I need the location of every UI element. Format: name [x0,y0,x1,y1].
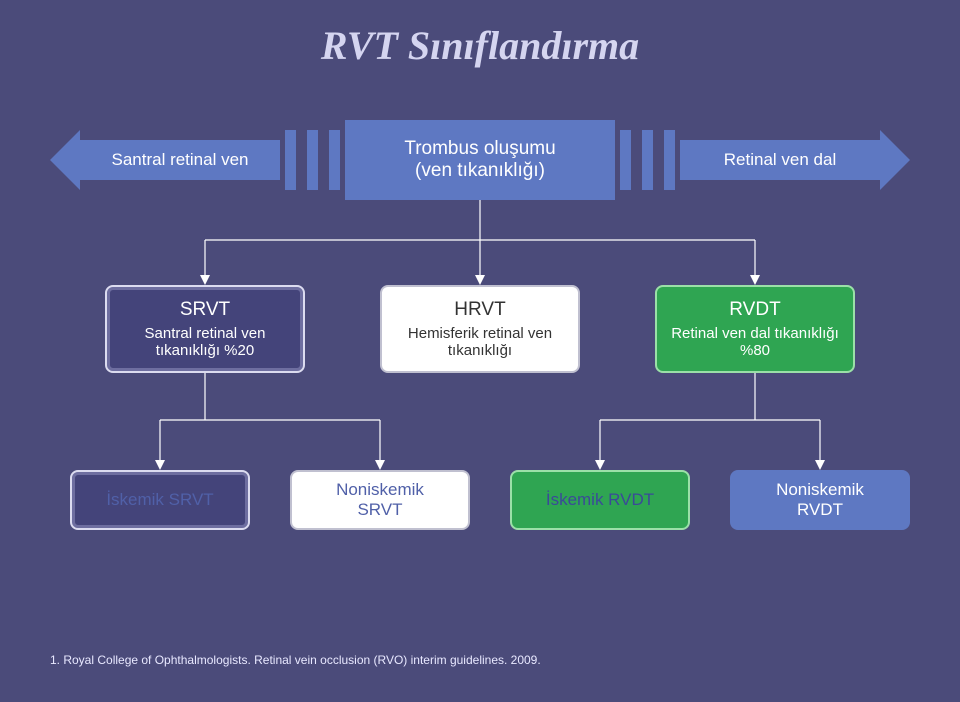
hrvt-title: HRVT [454,299,505,321]
noniskemik-srvt-box: Noniskemik SRVT [290,470,470,530]
arrow-left-head-icon [50,130,80,190]
srvt-box: SRVT Santral retinal ven tıkanıklığı %20 [105,285,305,373]
bars-left-icon [285,130,340,190]
arrow-right-shape: Retinal ven dal [680,130,910,190]
arrow-right-head-icon [880,130,910,190]
iskemik-srvt-box: İskemik SRVT [70,470,250,530]
bars-right-icon [620,130,675,190]
srvt-title: SRVT [180,299,230,321]
hrvt-sub: Hemisferik retinal ven tıkanıklığı [388,325,572,359]
arrow-left-label: Santral retinal ven [80,140,280,180]
rvdt-title: RVDT [729,299,780,321]
page-title: RVT Sınıflandırma [0,22,960,69]
rvdt-box: RVDT Retinal ven dal tıkanıklığı %80 [655,285,855,373]
center-box: Trombus oluşumu (ven tıkanıklığı) [345,120,615,200]
rvdt-sub: Retinal ven dal tıkanıklığı %80 [663,325,847,359]
hrvt-box: HRVT Hemisferik retinal ven tıkanıklığı [380,285,580,373]
noniskemik-rvdt-box: Noniskemik RVDT [730,470,910,530]
arrow-right-label: Retinal ven dal [680,140,880,180]
iskemik-rvdt-box: İskemik RVDT [510,470,690,530]
citation-text: 1. Royal College of Ophthalmologists. Re… [50,653,541,667]
srvt-sub: Santral retinal ven tıkanıklığı %20 [113,325,297,359]
arrow-left-shape: Santral retinal ven [50,130,280,190]
